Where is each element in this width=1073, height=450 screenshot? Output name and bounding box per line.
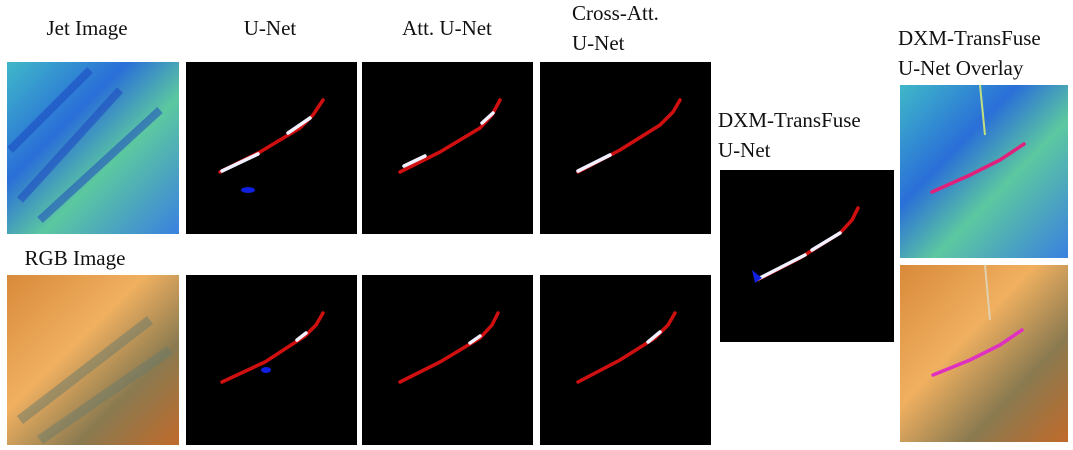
label: Att. U-Net (402, 16, 492, 40)
att-unet-output (362, 275, 533, 445)
page: Jet Image RGB Image U-Net Att. U-Net Cro… (0, 0, 1073, 450)
false-positive (261, 367, 271, 373)
label: Jet Image (46, 16, 127, 40)
cross-att-unet-output (540, 275, 711, 445)
unet-output (186, 275, 357, 445)
dxm-transfuse-output (720, 170, 894, 342)
jet-image (7, 62, 179, 234)
label: DXM-TransFuse (718, 108, 861, 132)
false-positive (241, 187, 255, 193)
label: Cross-Att. (572, 1, 659, 25)
figure: Jet Image RGB Image U-Net Att. U-Net Cro… (0, 0, 1073, 450)
label: RGB Image (25, 246, 126, 270)
label: U-Net (572, 31, 625, 55)
overlay-jet (900, 85, 1068, 258)
label: DXM-TransFuse (898, 26, 1041, 50)
unet-output (186, 62, 357, 234)
label: U-Net Overlay (898, 56, 1024, 80)
label: U-Net (244, 16, 297, 40)
label: U-Net (718, 138, 771, 162)
